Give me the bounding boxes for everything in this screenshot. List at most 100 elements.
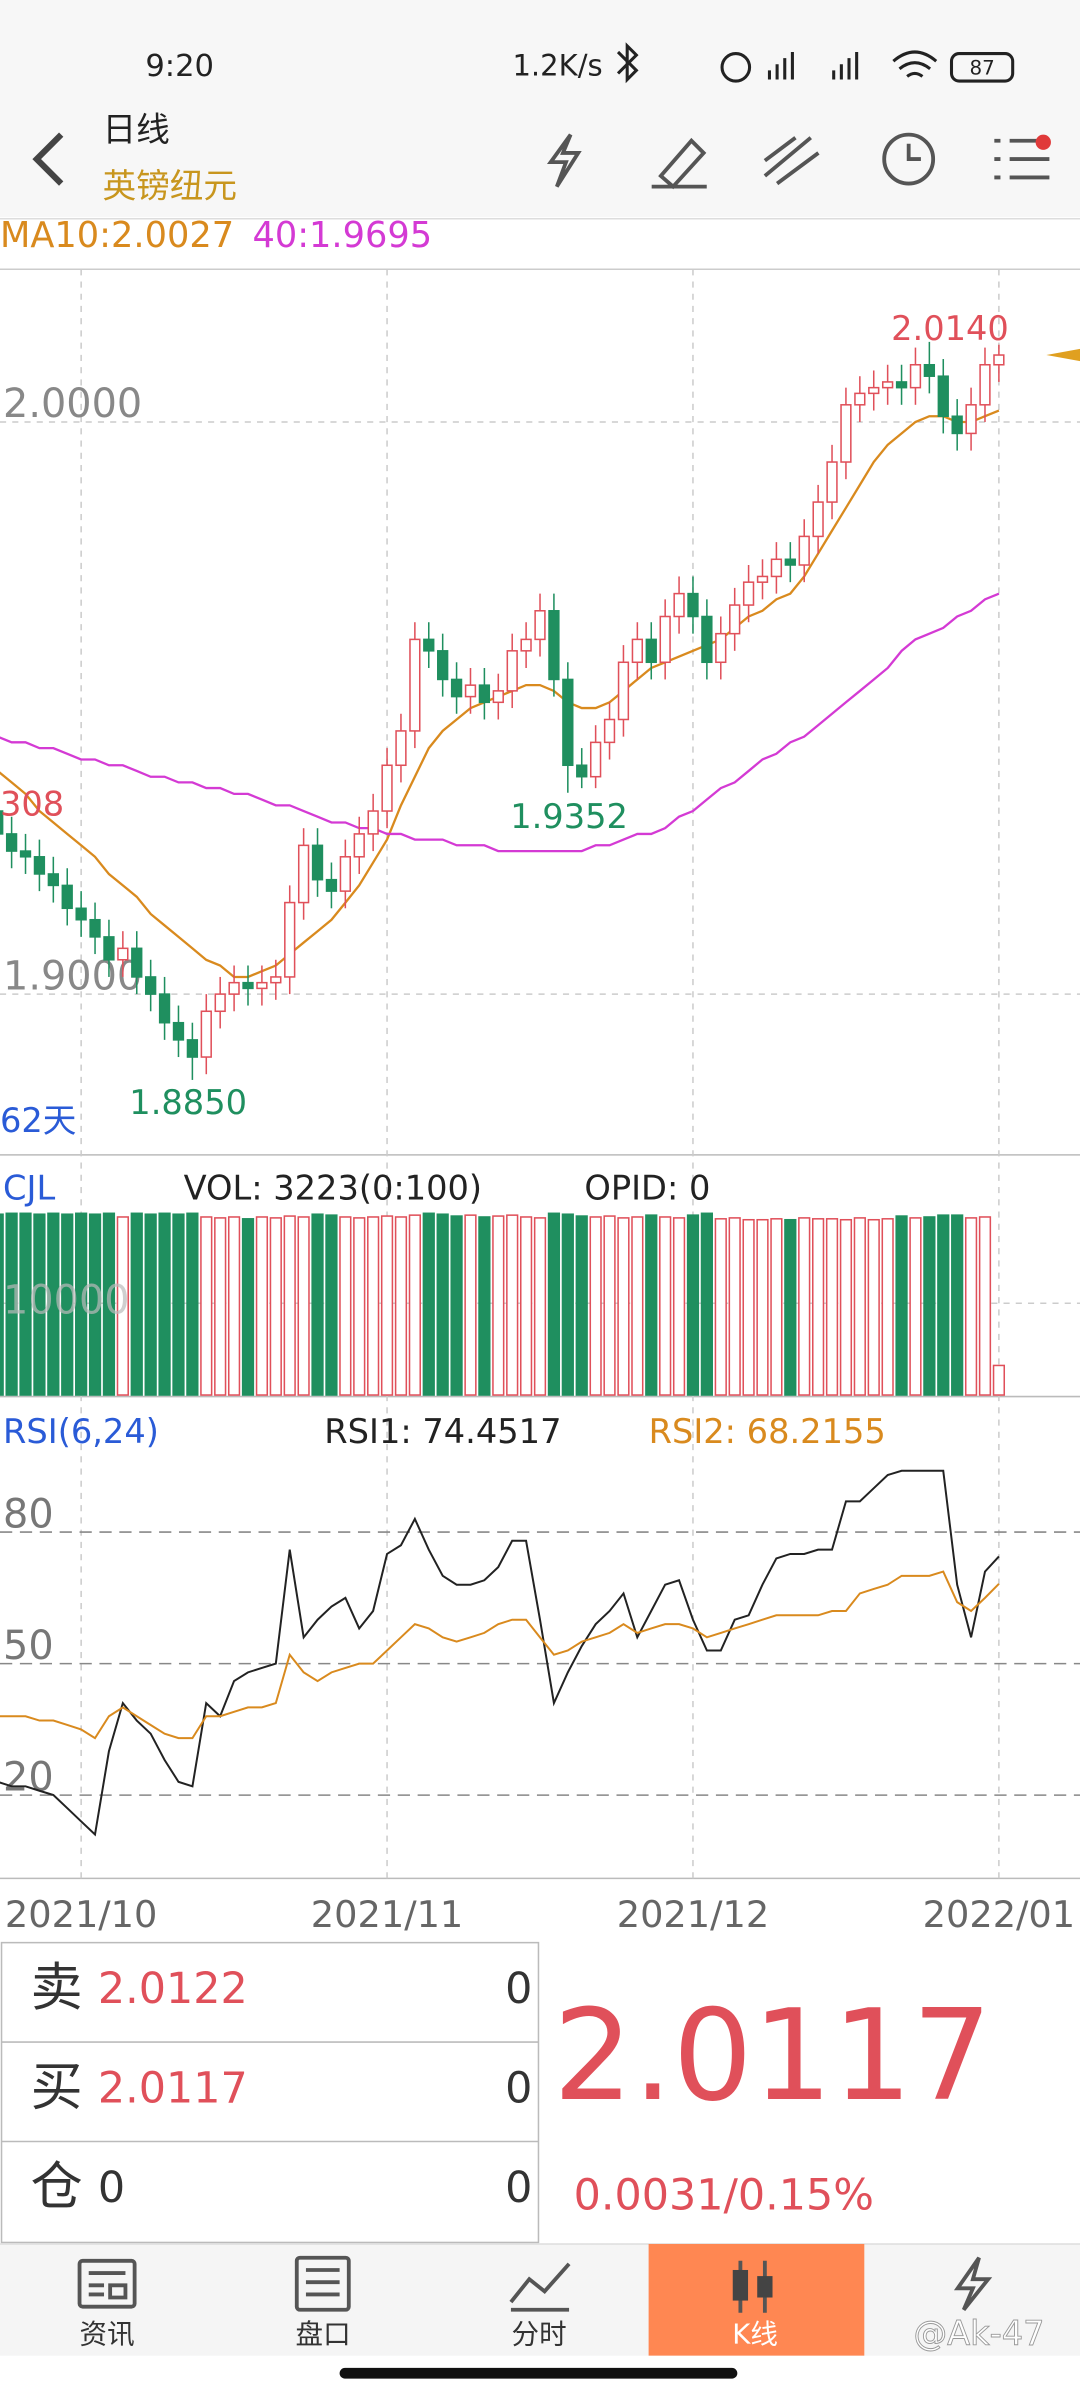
volume-bar (547, 1212, 561, 1396)
candle-body (715, 632, 727, 664)
volume-bar (853, 1217, 866, 1396)
volume-bar (61, 1213, 74, 1396)
candle-body (506, 650, 518, 692)
volume-bar (881, 1218, 894, 1396)
volume-bar (130, 1212, 143, 1396)
volume-bar (172, 1213, 185, 1396)
tab-label[interactable]: K线 (732, 2319, 778, 2351)
volume-bar (325, 1214, 338, 1396)
candle-body (548, 610, 560, 681)
quote-price: 2.0122 (98, 1964, 248, 2014)
volume-bar (978, 1216, 992, 1396)
volume-bar (464, 1214, 477, 1396)
price-annotation: 62天 (0, 1101, 76, 1140)
candle-body (19, 850, 32, 858)
volume-bar (158, 1212, 171, 1396)
candle-body (534, 610, 546, 641)
battery-level: 87 (969, 56, 994, 79)
volume-bar (408, 1214, 421, 1396)
candle-body (423, 638, 435, 652)
candle-body (450, 678, 463, 698)
volume-bar (144, 1213, 157, 1396)
volume-bar (200, 1216, 213, 1396)
last-price-arrow (1046, 348, 1080, 362)
candle-body (256, 981, 268, 990)
candle-body (645, 638, 657, 664)
panel-title: CJL (3, 1169, 55, 1208)
candle-body (840, 404, 852, 463)
ma-line (0, 592, 1000, 853)
ma-legend: MA10:2.0027 (0, 215, 234, 256)
candle-body (993, 354, 1005, 366)
tab-label[interactable]: 盘口 (296, 2319, 351, 2351)
candle-body (770, 558, 783, 578)
rsi-line (0, 1570, 1000, 1740)
candle-body (589, 741, 602, 778)
candle-body (242, 981, 254, 990)
volume-bar (714, 1218, 727, 1396)
candle-body (172, 1021, 185, 1041)
candle-body (353, 833, 365, 858)
volume-bar (450, 1215, 463, 1396)
quote-size: 0 (505, 2064, 532, 2114)
price-annotation: 308 (0, 785, 64, 824)
tabs: 资讯 盘口 分时 K线 (80, 2319, 778, 2351)
toolbar-icons[interactable] (546, 132, 1050, 190)
candle-body (464, 684, 477, 698)
notice-dot (1035, 134, 1051, 150)
quote-side: 卖 (31, 1959, 83, 2019)
volume-bar (47, 1212, 60, 1396)
candle-body (812, 501, 824, 538)
candle-body (200, 1010, 212, 1058)
volume-bar (380, 1215, 394, 1396)
tab-label[interactable]: 资讯 (80, 2319, 135, 2351)
candle-body (367, 810, 379, 835)
volume-bar (825, 1218, 839, 1396)
candle-body (186, 1039, 199, 1058)
volume-bar (214, 1217, 227, 1396)
header-title: 日线 (102, 110, 169, 149)
volume-bar (992, 1364, 1006, 1396)
quote-side: 买 (31, 2058, 83, 2118)
candle-body (0, 810, 4, 835)
volume-bar (367, 1216, 380, 1396)
quote-box (0, 1941, 540, 2244)
volume-bar (923, 1216, 936, 1396)
back-button[interactable] (32, 132, 64, 186)
volume-bar (102, 1212, 116, 1396)
date-label: 2021/10 (5, 1893, 157, 1936)
candle-body (965, 404, 977, 435)
candle-body (937, 375, 949, 418)
volume-bar (812, 1218, 825, 1396)
price-annotation: 1.8850 (129, 1083, 247, 1122)
candle-body (603, 718, 616, 744)
candle-body (979, 363, 991, 406)
volume-bar (394, 1216, 408, 1396)
price-annotation: 2.0140 (891, 309, 1009, 348)
volume-bar (631, 1216, 644, 1396)
candle-body (520, 638, 532, 652)
candle-body (881, 381, 894, 389)
volume-bar (519, 1216, 533, 1396)
candle-body (297, 844, 310, 904)
volume-bar (506, 1214, 519, 1396)
volume-bar (937, 1214, 950, 1396)
candle-body (742, 581, 755, 606)
candle-body (673, 592, 685, 618)
watermark: @Ak-47 (913, 2314, 1044, 2353)
volume-bar (964, 1217, 978, 1396)
price-annotation: 1.9352 (510, 797, 628, 836)
ma-legend: 40:1.9695 (252, 215, 432, 256)
battery (949, 52, 1015, 83)
candle-body (75, 907, 87, 921)
rsi-legend: RSI2: 68.2155 (649, 1412, 886, 1451)
date-label: 2021/12 (617, 1893, 769, 1936)
tab-label[interactable]: 分时 (512, 2319, 567, 2351)
candle-body (5, 833, 18, 852)
volume-bar (311, 1213, 324, 1396)
volume-bar (227, 1216, 241, 1396)
volume-bar (241, 1218, 255, 1396)
